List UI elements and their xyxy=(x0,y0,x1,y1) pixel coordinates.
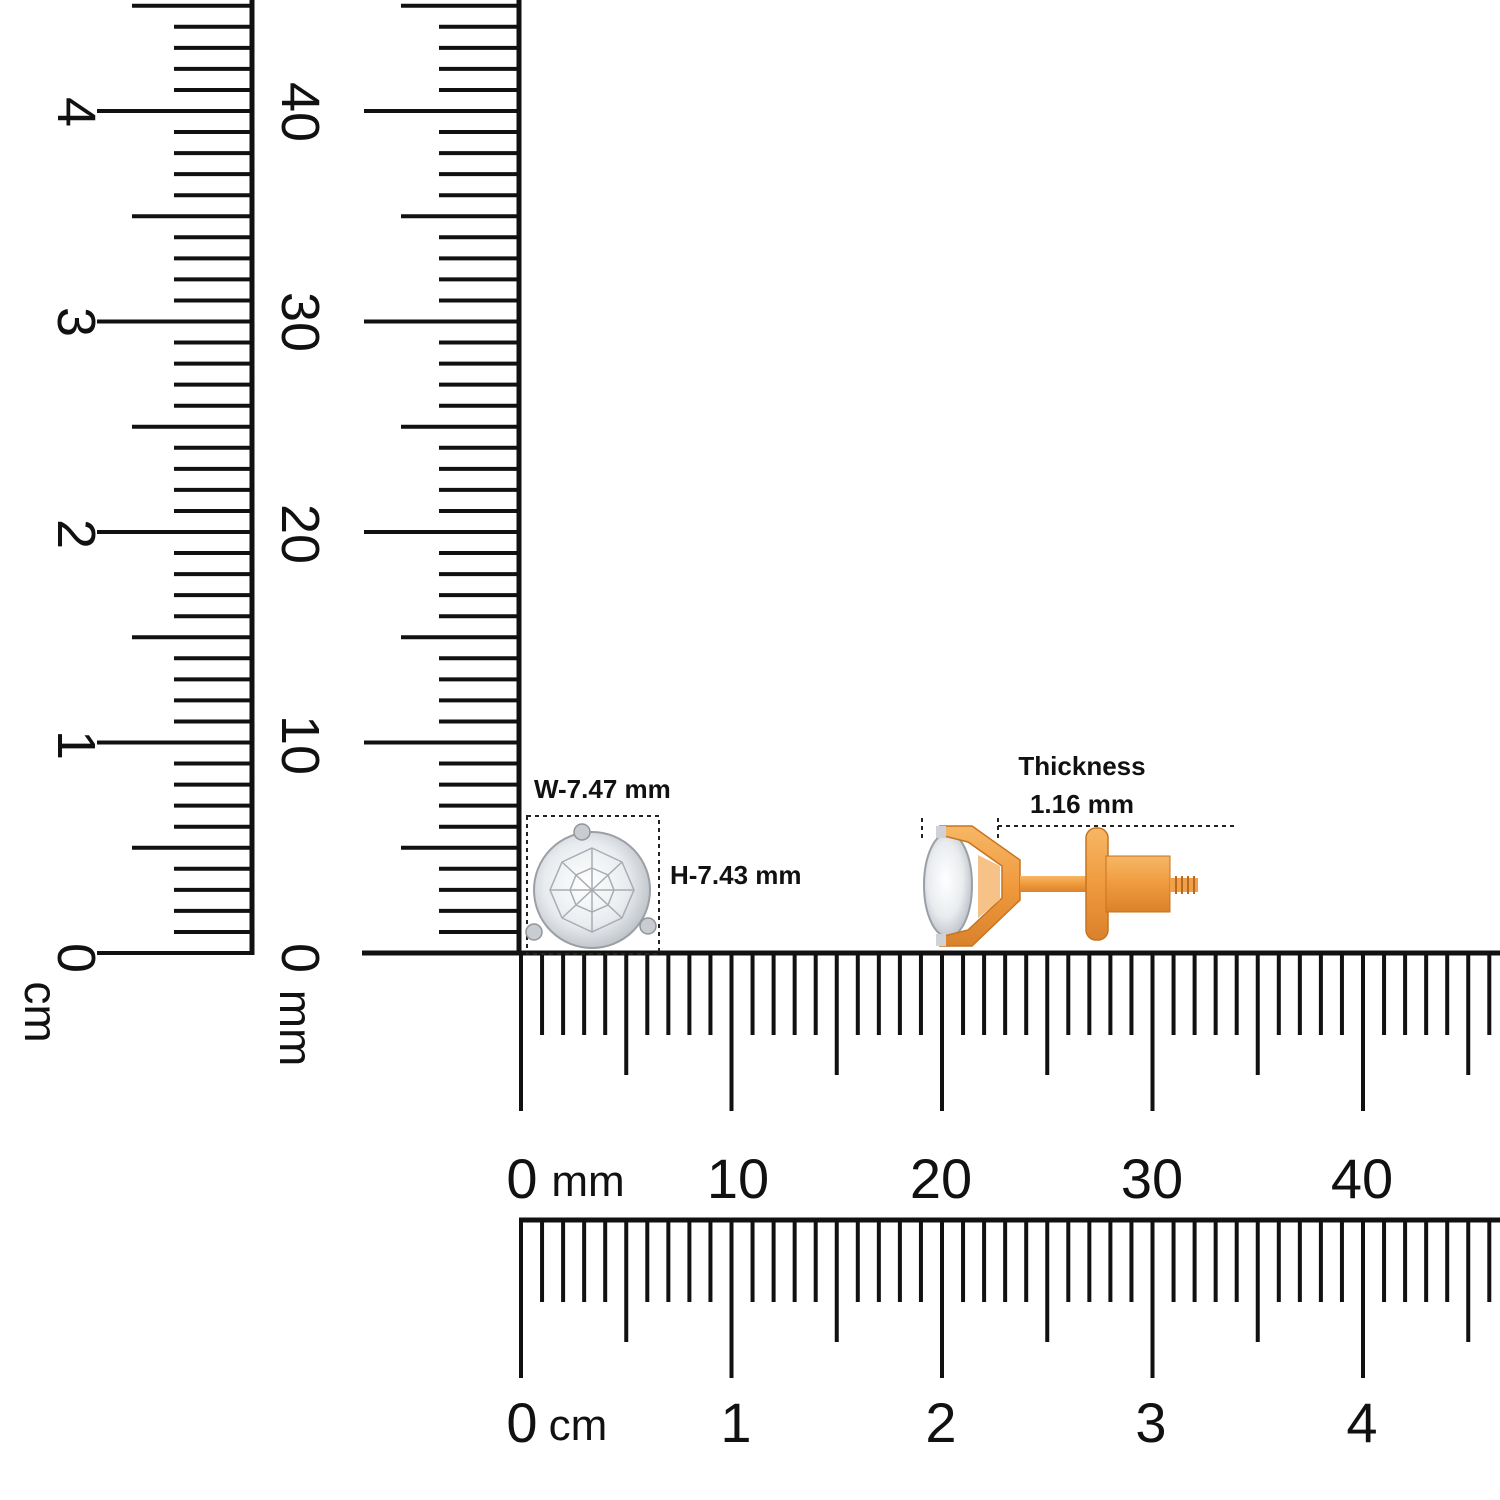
earring-back-disc xyxy=(1085,827,1109,941)
ruler-bottom-cm-label: 2 xyxy=(925,1391,956,1454)
ruler-left-mm-zero: 0 xyxy=(270,943,330,973)
screw-thread xyxy=(1170,876,1198,894)
gold-post xyxy=(1020,876,1090,892)
ruler-left-cm-zero: 0 xyxy=(46,943,106,973)
ruler-bottom-cm-label: 1 xyxy=(720,1391,751,1454)
front-view-dimension-box xyxy=(526,815,660,955)
ruler-left-mm-ticks xyxy=(364,3,519,955)
ruler-left-cm-ticks xyxy=(97,3,252,955)
ruler-left-mm-label: 30 xyxy=(270,292,330,352)
ruler-bottom-cm-label: 4 xyxy=(1346,1391,1377,1454)
thickness-value: 1.16 mm xyxy=(1030,789,1134,819)
ruler-bottom-cm-zero: 0 xyxy=(506,1391,537,1454)
ruler-left-mm: 0 mm 10 20 30 40 xyxy=(270,0,522,1067)
ruler-bottom-mm: 0 mm 10 20 30 40 xyxy=(362,950,1500,1210)
ruler-left-cm-label: 4 xyxy=(46,97,106,127)
ruler-left-mm-label: 10 xyxy=(270,715,330,775)
gold-basket-inner xyxy=(978,855,1000,918)
ruler-bottom-mm-unit: mm xyxy=(551,1157,624,1206)
side-prong-bottom xyxy=(936,934,946,946)
width-label: W-7.47 mm xyxy=(534,774,671,804)
height-label: H-7.43 mm xyxy=(670,860,802,890)
prong xyxy=(525,923,543,941)
ruler-bottom-mm-label: 10 xyxy=(707,1147,769,1210)
thickness-title: Thickness xyxy=(1018,751,1145,781)
ruler-left-cm-label: 3 xyxy=(46,307,106,337)
ruler-left-mm-label: 20 xyxy=(270,504,330,564)
ruler-bottom-mm-ticks xyxy=(519,953,1492,1111)
ruler-bottom-mm-label: 30 xyxy=(1121,1147,1183,1210)
diamond-facets xyxy=(549,847,635,933)
ruler-bottom-mm-label: 40 xyxy=(1331,1147,1393,1210)
ruler-left-cm-unit: cm xyxy=(15,981,67,1042)
ruler-bottom-mm-zero: 0 xyxy=(506,1147,537,1210)
ruler-bottom-cm-label: 3 xyxy=(1135,1391,1166,1454)
earring-back-barrel xyxy=(1105,855,1171,913)
side-prong-top xyxy=(936,826,946,838)
ruler-bottom-cm-ticks xyxy=(519,1220,1492,1378)
ruler-left-cm-label: 1 xyxy=(46,730,106,760)
ruler-bottom-cm-unit: cm xyxy=(549,1401,608,1450)
ruler-left-mm-label: 40 xyxy=(270,82,330,142)
prong xyxy=(639,917,657,935)
ruler-bottom-mm-label: 20 xyxy=(910,1147,972,1210)
ruler-left-cm: 0 cm 1 2 3 4 xyxy=(15,0,255,1043)
ruler-left-cm-label: 2 xyxy=(46,519,106,549)
ruler-left-mm-unit: mm xyxy=(270,990,322,1067)
stud-earring-side-icon xyxy=(921,818,1236,947)
diamond-solitaire-icon xyxy=(525,815,660,955)
prong xyxy=(573,823,591,841)
side-diamond-stone xyxy=(923,832,973,938)
ruler-bottom-cm: 0 cm 1 2 3 4 xyxy=(506,1217,1500,1454)
